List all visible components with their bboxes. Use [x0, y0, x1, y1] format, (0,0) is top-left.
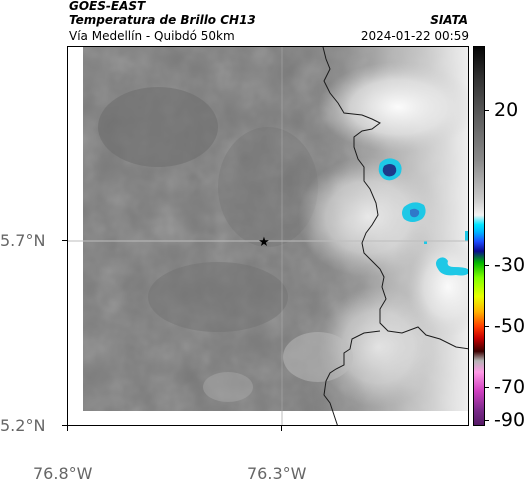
colorbar-label-minus30: -30: [494, 254, 526, 276]
satellite-map[interactable]: ★: [67, 46, 469, 426]
map-canvas: ★: [68, 47, 468, 425]
brand-label: SIATA: [430, 13, 468, 27]
star-icon: ★: [258, 235, 270, 250]
lon-label-76.3: 76.3°W: [247, 464, 307, 483]
lat-tick-5.7: [62, 240, 67, 241]
route-subtitle: Vía Medellín - Quibdó 50km: [69, 29, 235, 43]
lat-tick-5.2: [62, 425, 67, 426]
lon-label-76.8: 76.8°W: [33, 464, 93, 483]
cold-cloud-cells: [378, 158, 468, 276]
satellite-title: GOES-EAST: [69, 0, 146, 13]
colorbar-tick-minus70: [484, 387, 489, 388]
colorbar-label-minus70: -70: [494, 376, 526, 398]
colorbar-tick-minus30: [484, 265, 489, 266]
temperature-colorbar: [473, 46, 485, 426]
product-title: Temperatura de Brillo CH13: [69, 13, 256, 27]
lon-tick-76.3: [281, 426, 282, 431]
colorbar-tick-20: [484, 110, 489, 111]
lon-tick-76.8: [67, 426, 68, 431]
colorbar-label-minus90: -90: [494, 409, 526, 431]
colorbar-label-20: 20: [494, 99, 519, 121]
lat-label-5.7: 5.7°N: [0, 231, 46, 250]
lat-label-5.2: 5.2°N: [0, 416, 46, 435]
department-border-south: [323, 330, 381, 425]
colorbar-tick-minus50: [484, 326, 489, 327]
timestamp-label: 2024-01-22 00:59: [360, 29, 469, 43]
colorbar-tick-minus90: [484, 420, 489, 421]
department-border: [322, 47, 468, 350]
colorbar-label-minus50: -50: [494, 315, 526, 337]
